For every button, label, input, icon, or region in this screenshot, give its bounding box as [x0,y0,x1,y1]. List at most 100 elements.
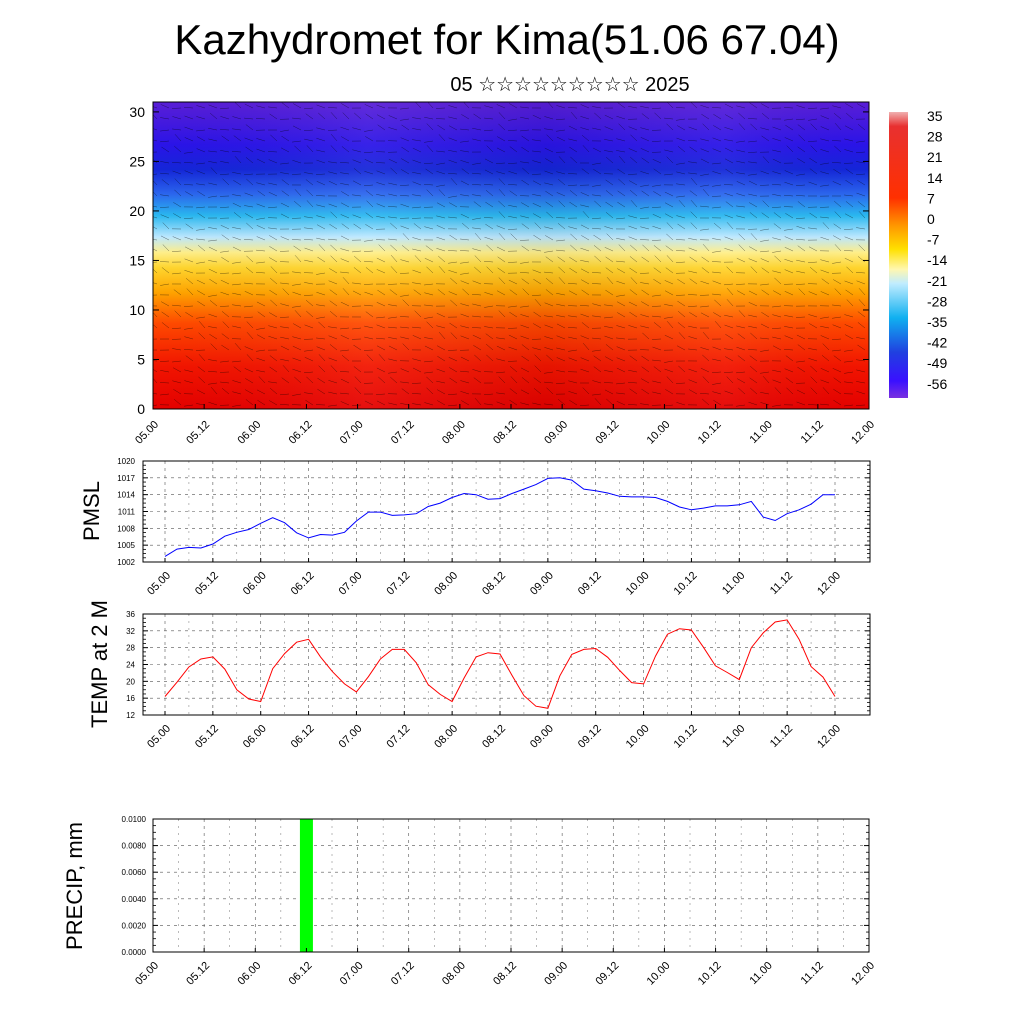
colorbar-label: -35 [927,314,947,330]
wind-barb [294,189,302,197]
heatmap-ytick-label: 10 [129,302,145,318]
wind-barb [364,239,374,242]
wind-barb [568,138,578,142]
wind-barb [352,149,362,153]
wind-barb [713,400,722,406]
wind-barb [712,206,722,209]
wind-barb [580,116,590,120]
wind-barb [221,311,230,318]
wind-barb [677,311,686,318]
wind-barb [400,368,410,373]
wind-barb [316,137,326,142]
wind-barb [676,171,686,175]
wind-barb [198,321,206,329]
heatmap-ytick-label: 25 [129,153,145,169]
wind-barb [460,391,470,395]
wind-barb [352,180,362,186]
temp-xtick-label: 10.12 [672,723,700,751]
precip-ytick-label: 0.0060 [122,868,147,877]
wind-barb [184,184,194,186]
heatmap-xtick-label: 06.12 [287,419,315,447]
wind-barb [161,311,170,318]
wind-barb [256,182,266,186]
precip-bars [299,819,313,952]
wind-barb [749,355,758,362]
wind-barb [594,255,602,263]
wind-barb [424,184,434,186]
wind-barb [725,356,734,362]
wind-barb [153,393,158,395]
wind-barb [546,211,554,219]
wind-barb [534,299,542,307]
wind-barb [184,107,194,109]
wind-barb [282,288,290,296]
wind-barb [160,283,170,286]
wind-barb [354,387,362,395]
wind-barb [738,387,746,395]
wind-barb [832,105,842,109]
wind-barb [796,195,806,197]
wind-barb [316,224,326,230]
wind-barb [772,369,782,373]
wind-barb [616,238,626,241]
wind-barbs [153,102,866,407]
wind-barb [642,332,650,340]
wind-barb [184,336,194,340]
wind-barb [246,255,254,263]
wind-barb [376,316,386,319]
wind-barb [161,322,170,329]
wind-barb [352,159,362,164]
wind-barb [160,393,170,396]
wind-barb [293,323,302,329]
pmsl-ytick-label: 1011 [118,508,136,517]
wind-barb [820,184,830,187]
wind-barb [234,156,242,164]
wind-barb [282,365,290,373]
precip-xtick-label: 11.12 [799,960,826,987]
colorbar-label: -28 [927,293,947,309]
temp-xtick-label: 08.12 [480,723,508,751]
wind-barb [232,236,242,241]
wind-barb [316,204,326,208]
wind-barb [208,382,218,385]
wind-barb [436,184,446,187]
wind-barb [486,145,494,153]
wind-barb [208,195,218,198]
wind-barb [400,203,410,208]
wind-barb [316,346,326,351]
wind-barb [509,146,518,153]
precip-xtick-label: 07.00 [338,960,366,988]
wind-barb [544,371,554,374]
temp-ylabel: TEMP at 2 M [87,600,112,728]
wind-barb [736,346,746,351]
precip-xtick-label: 06.12 [287,960,315,988]
wind-barb [402,233,410,241]
wind-barb [546,354,554,362]
wind-barb [341,355,350,362]
wind-barb [472,303,482,307]
wind-barb [340,258,350,263]
wind-barb [797,201,806,208]
wind-barb [256,334,266,340]
wind-barb [605,156,614,164]
wind-barb [616,357,626,362]
temp-xtick-label: 09.12 [576,723,604,751]
wind-barb [474,354,482,362]
wind-barb [306,145,314,153]
wind-barb [820,325,830,329]
wind-barb [724,348,734,351]
wind-barb [401,158,410,164]
wind-barb [340,183,350,186]
wind-barb [460,313,470,318]
precip-xtick-label: 10.00 [645,960,673,988]
wind-barb [676,261,686,263]
wind-barb [676,250,686,252]
wind-barb [376,104,386,109]
wind-barb [161,179,170,186]
pmsl-xtick-label: 09.00 [528,570,556,598]
wind-barb [594,112,602,120]
wind-barb [834,211,842,219]
wind-barb [592,147,602,153]
wind-barb [304,172,314,175]
wind-barb [198,332,206,340]
